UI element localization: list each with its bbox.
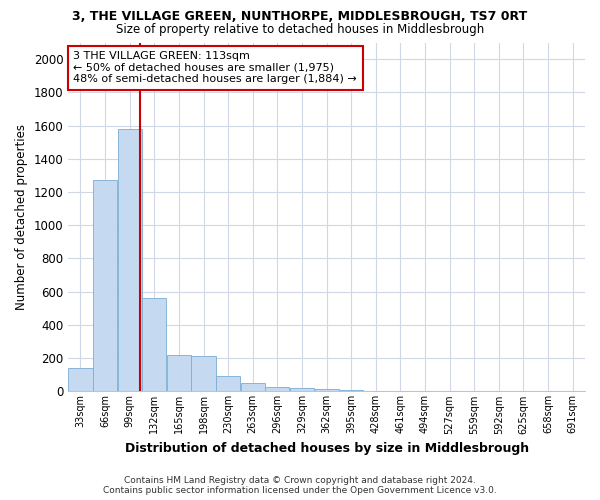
- X-axis label: Distribution of detached houses by size in Middlesbrough: Distribution of detached houses by size …: [125, 442, 529, 455]
- Bar: [167, 355, 191, 392]
- Bar: [290, 388, 314, 392]
- Bar: [142, 298, 166, 392]
- Bar: [265, 386, 289, 392]
- Bar: [191, 356, 215, 392]
- Text: Contains HM Land Registry data © Crown copyright and database right 2024.
Contai: Contains HM Land Registry data © Crown c…: [103, 476, 497, 495]
- Bar: [241, 383, 265, 392]
- Bar: [93, 180, 117, 392]
- Bar: [339, 390, 363, 392]
- Bar: [118, 129, 142, 392]
- Bar: [314, 389, 338, 392]
- Text: 3 THE VILLAGE GREEN: 113sqm
← 50% of detached houses are smaller (1,975)
48% of : 3 THE VILLAGE GREEN: 113sqm ← 50% of det…: [73, 51, 357, 84]
- Text: 3, THE VILLAGE GREEN, NUNTHORPE, MIDDLESBROUGH, TS7 0RT: 3, THE VILLAGE GREEN, NUNTHORPE, MIDDLES…: [73, 10, 527, 23]
- Bar: [216, 376, 240, 392]
- Y-axis label: Number of detached properties: Number of detached properties: [15, 124, 28, 310]
- Text: Size of property relative to detached houses in Middlesbrough: Size of property relative to detached ho…: [116, 22, 484, 36]
- Bar: [68, 368, 92, 392]
